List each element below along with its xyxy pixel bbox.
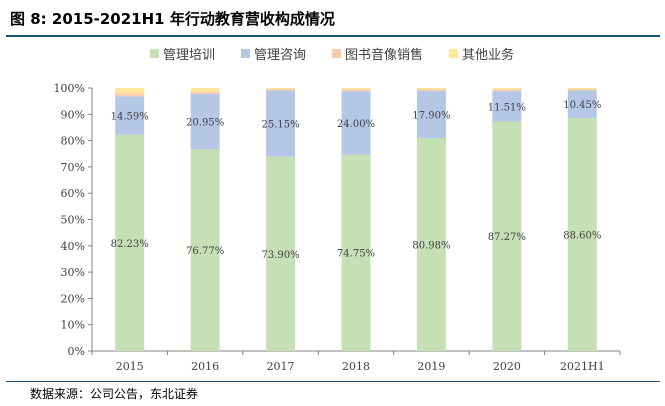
title-rule — [6, 35, 660, 37]
y-tick-label: 40% — [61, 240, 85, 253]
legend-label: 管理咨询 — [254, 48, 307, 63]
bar-segment — [492, 89, 522, 92]
data-label: 11.51% — [488, 102, 526, 113]
y-tick-label: 30% — [61, 266, 85, 279]
bar-segment — [190, 93, 220, 150]
legend-label: 管理培训 — [163, 48, 216, 63]
data-label: 14.59% — [111, 112, 149, 123]
data-label: 10.45% — [563, 100, 601, 111]
bar-segment — [115, 96, 145, 135]
x-tick-label: 2021H1 — [560, 360, 605, 373]
bar-segment — [341, 154, 371, 351]
source-rule — [6, 381, 660, 382]
legend-swatch — [150, 49, 159, 58]
legend-swatch — [332, 49, 342, 58]
bar-segment — [416, 88, 446, 90]
x-tick-label: 2019 — [417, 360, 445, 373]
bar-segment — [567, 89, 597, 91]
data-label: 17.90% — [412, 110, 450, 121]
y-tick-label: 90% — [61, 108, 85, 121]
bar-segment — [492, 121, 522, 352]
legend-label: 其他业务 — [462, 48, 515, 63]
bar-segment — [190, 149, 220, 351]
x-tick-label: 2020 — [493, 360, 521, 373]
y-tick-label: 100% — [54, 82, 85, 95]
data-label: 73.90% — [262, 250, 300, 261]
y-tick-label: 60% — [61, 187, 85, 200]
legend-item: 管理培训 — [150, 44, 215, 63]
bar-segment — [567, 90, 597, 118]
x-tick-label: 2018 — [342, 360, 370, 373]
bar-segment — [266, 89, 296, 91]
x-tick-label: 2016 — [191, 360, 219, 373]
bar-segment — [416, 90, 446, 139]
y-tick-label: 70% — [61, 161, 85, 174]
bar-segment — [266, 156, 296, 351]
bar-segment — [266, 88, 296, 90]
y-tick-label: 10% — [61, 319, 85, 332]
data-label: 88.60% — [563, 230, 601, 241]
source-note: 数据来源：公司公告，东北证券 — [30, 387, 199, 401]
y-tick-label: 50% — [61, 214, 85, 227]
figure-title: 图 8: 2015-2021H1 年行动教育营收构成情况 — [10, 10, 335, 28]
data-label: 87.27% — [488, 232, 526, 243]
data-label: 80.98% — [412, 241, 450, 252]
legend-item: 图书音像销售 — [332, 44, 423, 63]
data-label: 24.00% — [337, 119, 375, 130]
legend-item: 其他业务 — [449, 44, 514, 63]
bar-segment — [115, 93, 145, 97]
bar-segment — [341, 89, 371, 92]
bar-segment — [492, 91, 522, 122]
bar-segment — [567, 88, 597, 90]
data-label: 25.15% — [262, 120, 300, 131]
bar-segment — [341, 88, 371, 90]
bar-segment — [190, 88, 220, 92]
data-label: 20.95% — [186, 118, 224, 129]
y-tick-label: 80% — [61, 135, 85, 148]
y-tick-label: 0% — [68, 345, 85, 358]
bar-segment — [416, 89, 446, 91]
chart-legend: 管理培训 管理咨询 图书音像销售 其他业务 — [150, 44, 514, 63]
bar-segment — [115, 134, 145, 351]
bar-segment — [190, 91, 220, 94]
data-label: 82.23% — [111, 239, 149, 250]
data-label: 76.77% — [186, 246, 224, 257]
bar-segment — [567, 117, 597, 352]
legend-item: 管理咨询 — [241, 44, 306, 63]
bar-segment — [115, 88, 145, 94]
bar-segment — [492, 88, 522, 90]
y-tick-label: 20% — [61, 292, 85, 305]
x-tick-label: 2015 — [116, 360, 144, 373]
bar-segment — [416, 138, 446, 351]
legend-swatch — [449, 49, 459, 58]
legend-swatch — [241, 49, 251, 58]
x-tick-label: 2017 — [267, 360, 295, 373]
legend-label: 图书音像销售 — [345, 48, 424, 63]
bar-segment — [341, 91, 371, 155]
bar-segment — [266, 90, 296, 157]
data-label: 74.75% — [337, 249, 375, 260]
